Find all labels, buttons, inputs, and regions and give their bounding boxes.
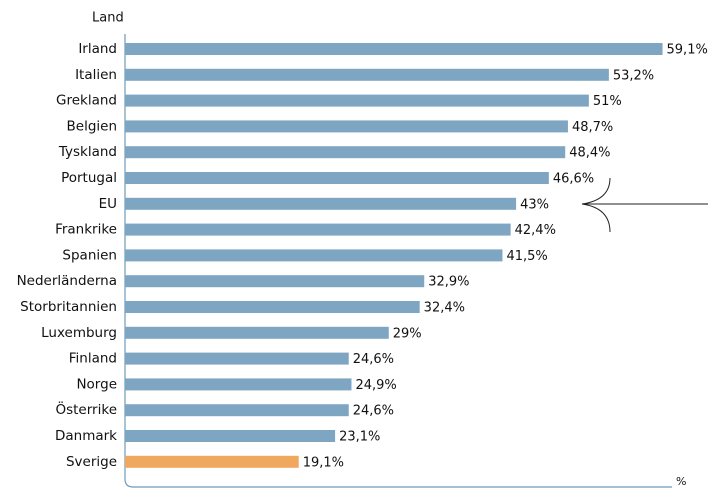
bar (125, 404, 349, 417)
bar (125, 172, 549, 184)
y-tick-label: Irland (78, 41, 117, 57)
bar (125, 455, 299, 468)
value-label: 24,6% (353, 404, 394, 419)
y-tick-label: EU (99, 196, 117, 212)
value-label: 51% (593, 94, 622, 109)
value-label: 24,9% (355, 378, 396, 393)
y-tick-label: Portugal (61, 170, 117, 186)
bar (125, 197, 517, 210)
axis (124, 34, 672, 488)
y-tick-label: Norge (76, 376, 117, 392)
bar (125, 326, 389, 339)
y-axis-label: Land (92, 11, 124, 26)
value-label: 19,1% (303, 455, 344, 470)
y-tick-label: Italien (75, 67, 117, 83)
value-label: 23,1% (339, 430, 380, 445)
value-label: 32,4% (424, 301, 465, 316)
y-tick-label: Belgien (67, 118, 118, 134)
y-tick-label: Luxemburg (41, 325, 117, 341)
value-label: 24,6% (353, 352, 394, 367)
value-label: 41,5% (506, 249, 547, 264)
bar (125, 301, 420, 313)
y-tick-label: Grekland (56, 93, 117, 109)
value-label: 46,6% (553, 172, 594, 187)
y-tick-label: Finland (69, 351, 117, 367)
annotation-arrow (581, 177, 708, 233)
bar (125, 94, 589, 107)
value-label: 59,1% (667, 43, 708, 58)
y-tick-label: Frankrike (55, 222, 117, 238)
y-tick-label: Storbritannien (20, 299, 117, 315)
bar (125, 43, 663, 55)
y-tick-label: Nederländerna (17, 273, 117, 289)
bar (125, 275, 425, 288)
value-label: 29% (393, 326, 422, 341)
bar (125, 120, 568, 133)
y-tick-label: Danmark (55, 428, 117, 444)
bar (125, 352, 349, 365)
y-tick-label: Tyskland (58, 144, 117, 160)
value-label: 42,4% (515, 223, 556, 238)
y-tick-label: Österrike (55, 400, 117, 418)
bar (125, 430, 336, 442)
value-label: 43% (520, 197, 549, 212)
value-label: 48,4% (569, 146, 610, 161)
value-label: 53,2% (613, 68, 654, 83)
y-tick-label: Sverige (66, 454, 117, 470)
value-label: 32,9% (428, 275, 469, 290)
bar (125, 146, 566, 159)
bar (125, 68, 609, 81)
bar (125, 249, 503, 262)
bar (125, 378, 352, 391)
y-tick-label: Spanien (62, 247, 117, 263)
x-axis-label: % (676, 475, 686, 488)
bar (125, 223, 511, 236)
value-label: 48,7% (572, 120, 613, 135)
